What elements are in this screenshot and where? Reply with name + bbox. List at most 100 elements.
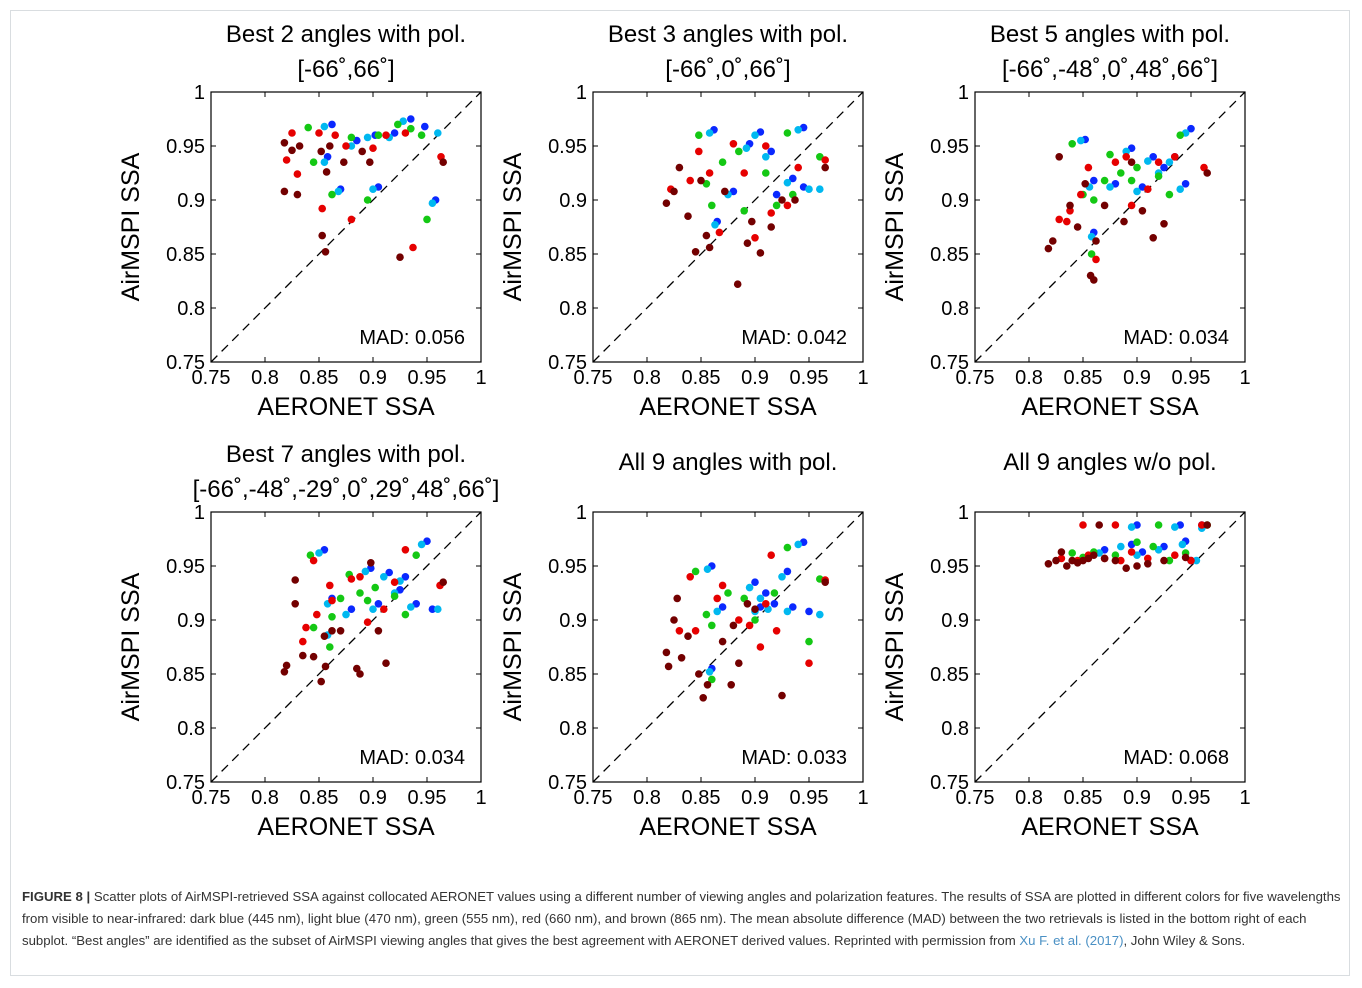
data-point-light-blue [711, 221, 719, 229]
data-point-red [356, 573, 364, 581]
x-axis-label: AERONET SSA [639, 813, 817, 841]
y-tick-label: 1 [576, 502, 587, 524]
data-point-light-blue [1077, 136, 1085, 145]
data-point-dark-blue [1187, 124, 1195, 133]
data-point-red [1144, 554, 1152, 563]
data-point-red [821, 156, 829, 164]
data-point-red [326, 581, 334, 590]
data-point-light-blue [778, 573, 786, 581]
data-point-green [309, 158, 318, 166]
data-point-light-blue [361, 567, 370, 576]
data-point-brown [1160, 556, 1168, 565]
figure-caption: FIGURE 8 | Scatter plots of AirMSPI-retr… [22, 886, 1342, 952]
x-tick-label: 0.95 [1172, 787, 1211, 809]
x-tick-label: 0.75 [192, 787, 231, 809]
x-tick-label: 0.95 [408, 367, 447, 389]
y-tick-label: 0.9 [177, 190, 205, 212]
data-point-brown [699, 694, 707, 702]
data-point-brown [1127, 158, 1136, 166]
caption-citation-link[interactable]: Xu F. et al. (2017) [1019, 933, 1124, 948]
y-axis-label: AirMSPI SSA [499, 152, 527, 301]
data-point-light-blue [705, 129, 714, 137]
data-point-red [315, 129, 323, 137]
data-point-red [1077, 190, 1085, 199]
panel-subtitle: [-66˚,66˚] [297, 56, 394, 83]
data-point-green [356, 589, 364, 597]
data-point-light-blue [1165, 158, 1174, 166]
data-point-green [770, 589, 779, 597]
axes-box [592, 91, 864, 363]
data-point-green [1090, 196, 1098, 204]
data-point-brown [374, 627, 383, 635]
data-point-green [724, 589, 732, 597]
y-tick-label: 0.85 [166, 664, 205, 686]
data-point-red [380, 605, 388, 613]
data-point-green [708, 675, 716, 684]
x-tick-label: 0.8 [251, 367, 279, 389]
data-point-light-blue [756, 594, 765, 603]
data-point-dark-blue [783, 567, 792, 576]
x-tick-label: 1 [475, 367, 486, 389]
y-tick-label: 1 [576, 82, 587, 104]
data-point-red [328, 596, 336, 605]
data-point-green [1133, 538, 1141, 546]
data-point-brown [299, 651, 307, 660]
data-point-brown [1181, 553, 1190, 562]
x-tick-label: 0.95 [408, 787, 447, 809]
panel-title: All 9 angles with pol. [619, 449, 838, 476]
x-axis-label: AERONET SSA [1021, 813, 1199, 841]
data-point-red [1127, 201, 1136, 210]
data-point-green [702, 610, 711, 619]
mad-annotation: MAD: 0.033 [741, 747, 847, 769]
data-point-red [705, 169, 714, 177]
data-point-light-blue [794, 126, 802, 134]
data-point-brown [317, 147, 326, 156]
data-point-dark-blue [1090, 176, 1098, 185]
data-point-red [331, 131, 340, 139]
x-tick-label: 0.75 [956, 787, 995, 809]
panel-title: Best 3 angles with pol. [608, 21, 848, 48]
data-point-brown [756, 249, 765, 257]
data-point-light-blue [428, 199, 437, 207]
figure-charts: 0.75 0.8 0.85 0.9 0.95 1 0.75 0.8 0.85 0.9 0.95 1 AE… [117, 21, 1251, 841]
x-tick-label: 0.9 [741, 367, 769, 389]
data-point-green [1165, 190, 1174, 199]
data-point-green [328, 190, 336, 199]
y-tick-label: 0.95 [930, 556, 969, 578]
data-point-red [1055, 215, 1063, 224]
data-point-red [390, 578, 399, 586]
one-to-one-line [592, 91, 864, 363]
one-to-one-line [210, 511, 482, 783]
data-point-brown [1063, 562, 1071, 570]
data-point-green [783, 543, 792, 552]
data-point-dark-blue [1149, 153, 1157, 161]
y-tick-label: 0.8 [941, 298, 969, 320]
x-tick-label: 0.85 [1064, 787, 1103, 809]
data-point-brown [291, 600, 300, 608]
y-tick-label: 0.85 [930, 664, 969, 686]
data-point-red [318, 204, 327, 213]
data-point-light-blue [369, 185, 377, 193]
data-point-light-blue [1176, 185, 1184, 193]
data-point-light-blue [320, 158, 329, 166]
one-to-one-line [210, 91, 482, 363]
data-point-dark-blue [772, 190, 781, 199]
data-point-brown [293, 190, 302, 199]
data-point-brown [743, 600, 752, 608]
data-point-light-blue [713, 607, 721, 616]
data-point-light-blue [407, 603, 415, 611]
data-point-dark-blue [328, 120, 336, 129]
data-point-brown [1095, 521, 1103, 529]
data-point-green [390, 592, 399, 600]
data-point-brown [1203, 169, 1211, 177]
data-point-green [309, 623, 318, 632]
y-axis-label: AirMSPI SSA [881, 572, 909, 721]
data-point-light-blue [745, 583, 754, 592]
data-point-dark-blue [789, 603, 797, 611]
data-point-light-blue [783, 178, 792, 187]
panel-title: Best 7 angles with pol. [226, 441, 466, 468]
data-point-brown [1100, 554, 1109, 563]
data-point-green [1087, 250, 1096, 258]
y-tick-label: 0.8 [559, 298, 587, 320]
data-point-brown [670, 616, 678, 624]
